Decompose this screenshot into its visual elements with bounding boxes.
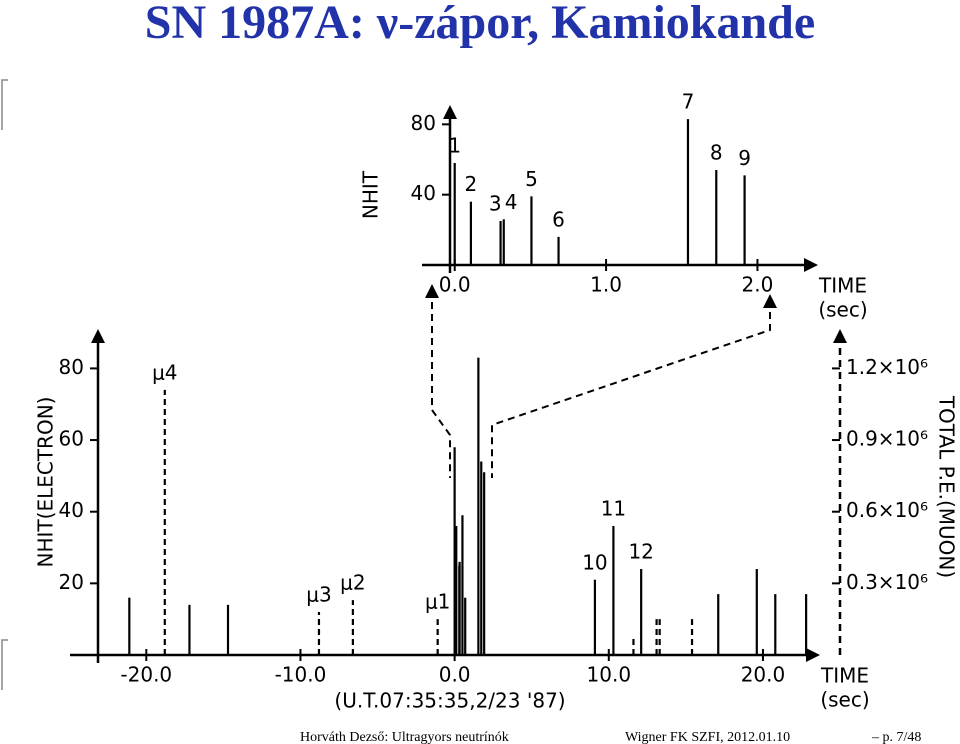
event-label: 8 <box>710 141 723 165</box>
event-label: 9 <box>738 146 751 170</box>
y-tick-label: 40 <box>411 181 436 205</box>
y2-axis-label: TOTAL P.E.(MUON) <box>935 395 959 578</box>
x-axis-unit: (sec) <box>818 298 867 322</box>
x-axis-note: (U.T.07:35:35,2/23 '87) <box>334 689 565 713</box>
y2-tick-label: 1.2×10⁶ <box>846 355 928 379</box>
x-tick-label: 0.0 <box>439 273 471 297</box>
zoom-connector <box>431 290 771 478</box>
event-label: 1 <box>448 134 461 158</box>
event-label: 2 <box>465 172 478 196</box>
x-tick-label: -10.0 <box>275 663 327 687</box>
y2-tick-label: 0.6×10⁶ <box>846 498 928 522</box>
y-axis-arrow <box>91 329 105 343</box>
event-label: μ1 <box>425 590 450 614</box>
event-label: 4 <box>505 190 518 214</box>
x-tick-label: -20.0 <box>120 663 172 687</box>
slide-title: SN 1987A: ν-zápor, Kamiokande <box>145 0 815 49</box>
footer-venue: Wigner FK SZFI, 2012.01.10 <box>625 730 790 744</box>
event-label: 11 <box>601 497 626 521</box>
y-tick-label: 40 <box>59 498 84 522</box>
x-axis-arrow <box>804 258 818 272</box>
y-axis-label: NHIT(ELECTRON) <box>34 397 58 568</box>
event-label: 5 <box>525 167 538 191</box>
x-axis-label: TIME <box>820 664 869 688</box>
x-tick-label: 0.0 <box>439 663 471 687</box>
footer-page: – p. 7/48 <box>871 730 921 744</box>
x-tick-label: 1.0 <box>590 273 622 297</box>
y-axis-arrow <box>443 105 457 119</box>
event-label: μ3 <box>306 583 331 607</box>
x-tick-label: 2.0 <box>742 273 774 297</box>
event-label: 3 <box>489 192 502 216</box>
x-axis-unit: (sec) <box>820 688 869 712</box>
y2-tick-label: 0.9×10⁶ <box>846 427 928 451</box>
event-label: 10 <box>582 550 607 574</box>
event-label: 6 <box>552 207 565 231</box>
event-label: μ4 <box>152 360 177 384</box>
event-label: 12 <box>628 540 653 564</box>
frame-bracket <box>1 79 8 690</box>
x-tick-label: 20.0 <box>741 663 786 687</box>
y-axis-label: NHIT <box>359 170 383 219</box>
y2-tick-label: 0.3×10⁶ <box>846 570 928 594</box>
event-label: 7 <box>682 90 695 114</box>
y-tick-label: 60 <box>59 427 84 451</box>
y2-axis-arrow <box>833 329 847 343</box>
y-tick-label: 80 <box>411 111 436 135</box>
x-tick-label: 10.0 <box>587 663 632 687</box>
event-label: μ2 <box>340 571 365 595</box>
y-tick-label: 80 <box>59 355 84 379</box>
x-axis-label: TIME <box>818 274 867 298</box>
y-tick-label: 20 <box>59 570 84 594</box>
footer-author: Horváth Dezső: Ultragyors neutrínók <box>300 730 509 744</box>
x-axis-arrow <box>806 648 820 662</box>
